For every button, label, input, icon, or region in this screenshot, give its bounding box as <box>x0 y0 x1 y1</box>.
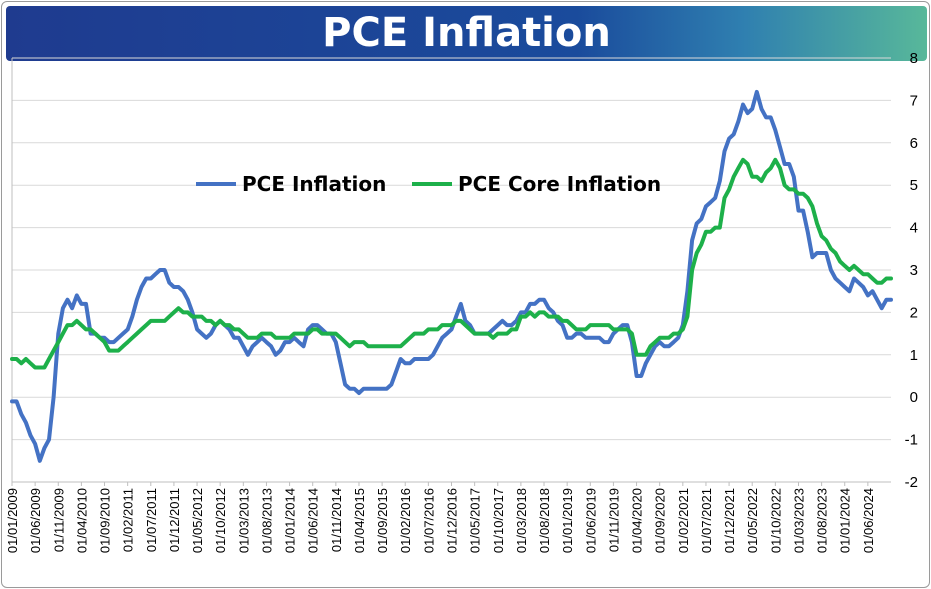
x-tick-label: 01/06/2014 <box>306 488 321 553</box>
y-axis-ticks: -2 -1 0 1 2 3 4 5 6 7 8 <box>905 50 918 491</box>
x-tick-label: 01/05/2012 <box>190 488 205 553</box>
y-tick-label: 1 <box>910 347 918 364</box>
x-tick-label: 01/04/2010 <box>74 488 89 553</box>
x-tick-label: 01/12/2011 <box>167 488 182 552</box>
y-tick-label: 2 <box>910 304 918 321</box>
title-banner: PCE Inflation <box>6 6 927 61</box>
x-tick-label: 01/10/2017 <box>491 488 506 553</box>
y-tick-label: 5 <box>910 177 918 194</box>
legend: PCE Inflation PCE Core Inflation <box>196 172 661 196</box>
x-tick-label: 01/10/2022 <box>768 488 783 553</box>
x-tick-label: 01/03/2023 <box>791 488 806 553</box>
series-line-pce-core-inflation <box>10 157 893 370</box>
x-tick-label: 01/09/2020 <box>653 488 668 553</box>
series-line-pce-inflation <box>10 89 893 463</box>
x-tick-label: 01/08/2013 <box>259 488 274 553</box>
x-tick-label: 01/01/2024 <box>838 488 853 553</box>
x-tick-label: 01/07/2011 <box>144 488 159 552</box>
x-tick-label: 01/01/2009 <box>5 488 20 553</box>
x-tick-label: 01/03/2018 <box>514 488 529 553</box>
x-tick-label: 01/09/2015 <box>375 488 390 553</box>
gridlines <box>12 57 891 441</box>
y-tick-label: 3 <box>910 262 918 279</box>
axes <box>11 58 891 486</box>
x-tick-label: 01/11/2014 <box>329 488 344 552</box>
chart-title: PCE Inflation <box>322 10 611 56</box>
x-tick-label: 01/09/2010 <box>98 488 113 553</box>
x-tick-label: 01/02/2011 <box>121 488 136 552</box>
x-tick-label: 01/08/2018 <box>537 488 552 553</box>
x-tick-label: 01/04/2015 <box>352 488 367 553</box>
y-tick-label: 8 <box>910 50 918 67</box>
x-tick-label: 01/07/2021 <box>699 488 714 553</box>
x-tick-label: 01/05/2017 <box>468 488 483 553</box>
y-tick-label: 0 <box>910 389 918 406</box>
x-tick-label: 01/06/2009 <box>28 488 43 553</box>
y-tick-label: -2 <box>905 474 918 491</box>
legend-label: PCE Inflation <box>242 172 386 196</box>
x-tick-label: 01/02/2016 <box>398 488 413 553</box>
x-tick-label: 01/08/2023 <box>815 488 830 553</box>
x-tick-label: 01/06/2024 <box>861 488 876 553</box>
y-tick-label: 4 <box>910 220 918 237</box>
x-tick-label: 01/12/2016 <box>445 488 460 553</box>
y-tick-label: 7 <box>910 92 918 109</box>
series-lines <box>10 89 893 463</box>
x-tick-label: 01/11/2019 <box>606 488 621 552</box>
x-tick-label: 01/07/2016 <box>421 488 436 553</box>
x-tick-label: 01/12/2021 <box>722 488 737 553</box>
x-tick-label: 01/10/2012 <box>213 488 228 553</box>
x-tick-label: 01/04/2020 <box>630 488 645 553</box>
legend-label: PCE Core Inflation <box>458 172 661 196</box>
x-tick-label: 01/02/2021 <box>676 488 691 553</box>
y-tick-label: 6 <box>910 135 918 152</box>
x-tick-label: 01/11/2009 <box>51 488 66 552</box>
y-tick-label: -1 <box>905 432 918 449</box>
x-tick-label: 01/01/2014 <box>283 488 298 553</box>
x-tick-label: 01/06/2019 <box>583 488 598 553</box>
x-axis-ticks: 01/01/2009 01/06/2009 01/11/2009 01/04/2010… <box>5 488 876 553</box>
x-tick-label: 01/05/2022 <box>745 488 760 553</box>
x-tick-label: 01/03/2013 <box>236 488 251 553</box>
x-tick-label: 01/01/2019 <box>560 488 575 553</box>
